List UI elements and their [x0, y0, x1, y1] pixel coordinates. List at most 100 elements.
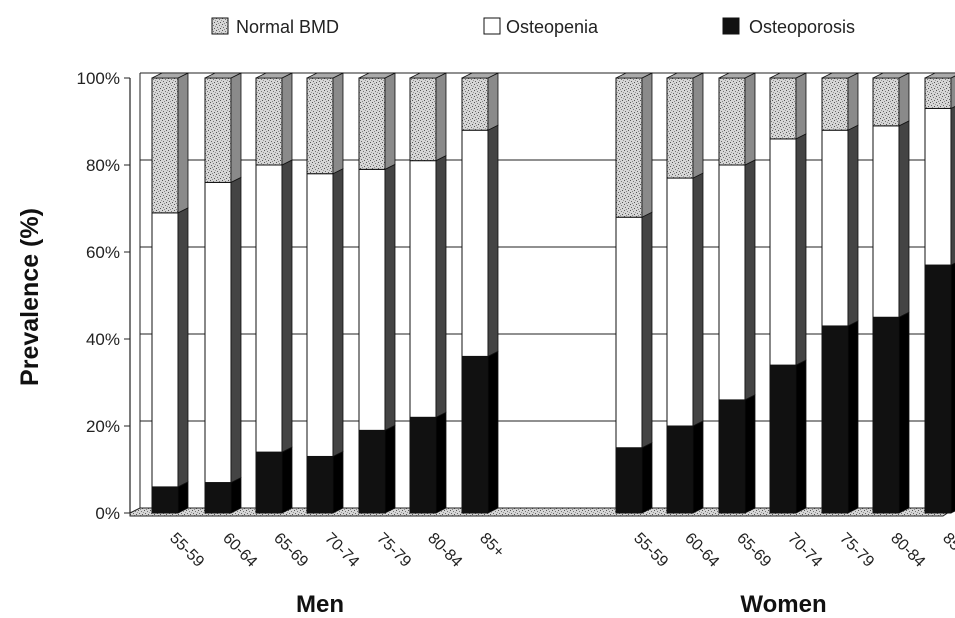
- bar-top: [872, 72, 910, 79]
- bar-stack: [615, 72, 653, 514]
- bar-stack: [461, 72, 499, 514]
- bar-segment-osteoporosis: [872, 316, 900, 514]
- bar-segment-osteoporosis: [461, 355, 489, 514]
- bar-segment-normal-bmd: [255, 77, 283, 166]
- bar-segment-osteoporosis: [718, 399, 746, 514]
- bar-segment-osteoporosis: [151, 486, 179, 514]
- legend-item-osteoporosis: Osteoporosis: [722, 17, 855, 37]
- group-label-men: Men: [296, 591, 344, 618]
- legend-item-osteopenia: Osteopenia: [483, 17, 599, 37]
- bar-top: [358, 72, 396, 79]
- bar-side-osteoporosis: [332, 450, 344, 514]
- x-tick-label: 55-59: [630, 530, 671, 571]
- bar-segment-osteoporosis: [409, 416, 437, 514]
- bar-side-normal-bmd: [281, 72, 293, 166]
- bar-stack: [769, 72, 807, 514]
- bar-side-osteoporosis: [435, 411, 447, 514]
- bar-segment-osteoporosis: [821, 325, 849, 514]
- x-tick-label: 80-84: [887, 530, 928, 571]
- bars: [151, 72, 955, 514]
- bar-side-osteoporosis: [795, 359, 807, 514]
- bar-side-normal-bmd: [230, 72, 242, 184]
- bar-side-osteopenia: [281, 159, 293, 453]
- bar-segment-osteoporosis: [255, 451, 283, 514]
- bar-stack: [204, 72, 242, 514]
- bar-segment-osteopenia: [409, 160, 437, 418]
- bar-side-normal-bmd: [641, 72, 653, 218]
- x-tick-label: 75-79: [836, 530, 877, 571]
- bar-segment-osteopenia: [821, 129, 849, 327]
- y-tick-label: 0%: [95, 504, 120, 523]
- legend-item-normal-bmd: Normal BMD: [211, 17, 339, 37]
- bar-side-normal-bmd: [692, 72, 704, 179]
- bar-segment-osteopenia: [666, 177, 694, 427]
- x-tick-label: 85+: [476, 530, 507, 561]
- bar-side-osteopenia: [230, 176, 242, 484]
- bar-side-osteoporosis: [847, 320, 859, 514]
- bar-top: [821, 72, 859, 79]
- x-tick-label: 60-64: [681, 530, 722, 571]
- bar-segment-osteoporosis: [358, 429, 386, 514]
- y-tick-label: 80%: [86, 156, 120, 175]
- x-tick-label: 70-74: [784, 530, 825, 571]
- bar-segment-osteopenia: [718, 164, 746, 401]
- bar-side-osteoporosis: [281, 446, 293, 514]
- bar-stack: [306, 72, 344, 514]
- bar-side-normal-bmd: [950, 75, 955, 110]
- bar-side-osteoporosis: [384, 424, 396, 514]
- legend-swatch-osteoporosis: [722, 17, 740, 35]
- bar-segment-osteopenia: [872, 125, 900, 318]
- y-axis-title: Prevalence (%): [16, 208, 44, 386]
- bar-top: [769, 72, 807, 79]
- bar-top: [718, 72, 756, 79]
- bar-segment-normal-bmd: [924, 77, 952, 109]
- bar-top: [306, 72, 344, 79]
- bar-stack: [872, 72, 910, 514]
- bar-segment-normal-bmd: [872, 77, 900, 127]
- legend-label-osteopenia: Osteopenia: [506, 17, 599, 37]
- bar-segment-osteopenia: [204, 181, 232, 484]
- y-axis-ticks: 0% 20% 40% 60% 80% 100%: [77, 69, 130, 523]
- x-tick-label: 80-84: [424, 530, 465, 571]
- legend-swatch-normal-bmd: [211, 17, 229, 35]
- legend-swatch-osteopenia: [483, 17, 501, 35]
- bar-side-normal-bmd: [332, 72, 344, 175]
- x-tick-label: 55-59: [166, 530, 207, 571]
- bar-segment-normal-bmd: [204, 77, 232, 183]
- x-tick-label: 85+: [939, 530, 955, 561]
- bar-stack: [666, 72, 704, 514]
- bar-segment-osteoporosis: [306, 455, 334, 514]
- bar-stack: [151, 72, 189, 514]
- bar-side-osteoporosis: [692, 420, 704, 514]
- bar-side-osteopenia: [795, 133, 807, 366]
- bar-top: [666, 72, 704, 79]
- bar-segment-normal-bmd: [615, 77, 643, 218]
- bar-side-osteoporosis: [898, 311, 910, 514]
- x-axis-labels: 55-59 60-64 65-69 70-74 75-79 80-84 85+ 55-59 60…: [166, 530, 955, 571]
- bar-side-osteopenia: [744, 159, 756, 401]
- bar-side-normal-bmd: [847, 72, 859, 131]
- bar-side-normal-bmd: [435, 72, 447, 162]
- bar-side-osteopenia: [898, 120, 910, 318]
- bar-side-normal-bmd: [744, 72, 756, 166]
- legend-label-normal-bmd: Normal BMD: [236, 17, 339, 37]
- bar-segment-normal-bmd: [769, 77, 797, 140]
- bar-stack: [409, 72, 447, 514]
- bar-side-osteoporosis: [641, 442, 653, 514]
- bar-side-osteopenia: [487, 124, 499, 358]
- x-tick-label: 60-64: [219, 530, 260, 571]
- bar-side-osteopenia: [692, 172, 704, 427]
- bar-segment-osteoporosis: [924, 264, 952, 514]
- bar-segment-osteopenia: [358, 168, 386, 431]
- legend-label-osteoporosis: Osteoporosis: [749, 17, 855, 37]
- bar-stack: [821, 72, 859, 514]
- bar-top: [151, 72, 189, 79]
- bar-segment-osteopenia: [615, 216, 643, 449]
- y-tick-label: 100%: [77, 69, 120, 88]
- bar-side-osteopenia: [435, 155, 447, 418]
- x-tick-label: 75-79: [373, 530, 414, 571]
- bar-segment-osteopenia: [255, 164, 283, 453]
- bar-segment-normal-bmd: [306, 77, 334, 175]
- bar-side-osteopenia: [332, 168, 344, 458]
